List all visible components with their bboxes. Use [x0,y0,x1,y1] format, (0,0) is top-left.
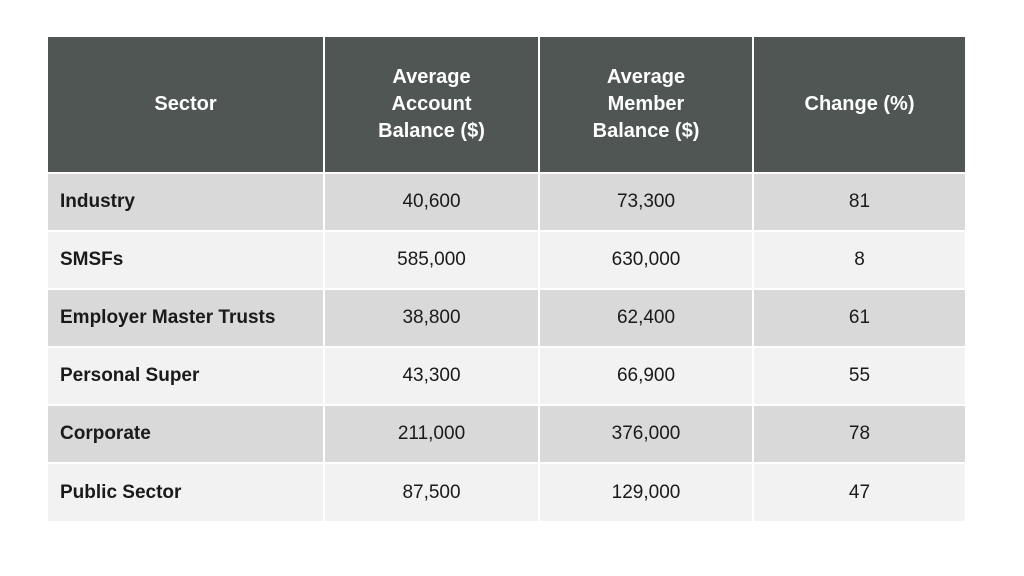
value-cell: 73,300 [538,172,754,232]
column-header: Average Account Balance ($) [323,37,540,174]
value-cell: 38,800 [323,288,540,348]
sector-cell: Industry [48,172,325,232]
header-row: Sector Average Account Balance ($) Average… [48,37,965,174]
value-cell: 43,300 [323,346,540,406]
column-header: Average Member Balance ($) [538,37,754,174]
table-row: SMSFs 585,000 630,000 8 [48,230,965,290]
value-cell: 87,500 [323,462,540,521]
value-cell: 62,400 [538,288,754,348]
value-cell: 585,000 [323,230,540,290]
table-row: Industry 40,600 73,300 81 [48,172,965,232]
sector-cell: Corporate [48,404,325,464]
value-cell: 66,900 [538,346,754,406]
table-row: Corporate 211,000 376,000 78 [48,404,965,464]
table-body: Industry 40,600 73,300 81 SMSFs 585,000 630,00… [48,172,965,521]
sector-balance-table: Sector Average Account Balance ($) Average… [48,37,965,521]
value-cell: 630,000 [538,230,754,290]
column-header: Sector [48,37,325,174]
value-cell: 376,000 [538,404,754,464]
value-cell: 129,000 [538,462,754,521]
value-cell: 8 [752,230,965,290]
column-header: Change (%) [752,37,965,174]
value-cell: 47 [752,462,965,521]
sector-cell: Personal Super [48,346,325,406]
sector-cell: Public Sector [48,462,325,521]
sector-cell: Employer Master Trusts [48,288,325,348]
table-row: Employer Master Trusts 38,800 62,400 61 [48,288,965,348]
value-cell: 40,600 [323,172,540,232]
table-row: Public Sector 87,500 129,000 47 [48,462,965,521]
sector-cell: SMSFs [48,230,325,290]
value-cell: 211,000 [323,404,540,464]
value-cell: 81 [752,172,965,232]
value-cell: 78 [752,404,965,464]
table-row: Personal Super 43,300 66,900 55 [48,346,965,406]
value-cell: 55 [752,346,965,406]
value-cell: 61 [752,288,965,348]
